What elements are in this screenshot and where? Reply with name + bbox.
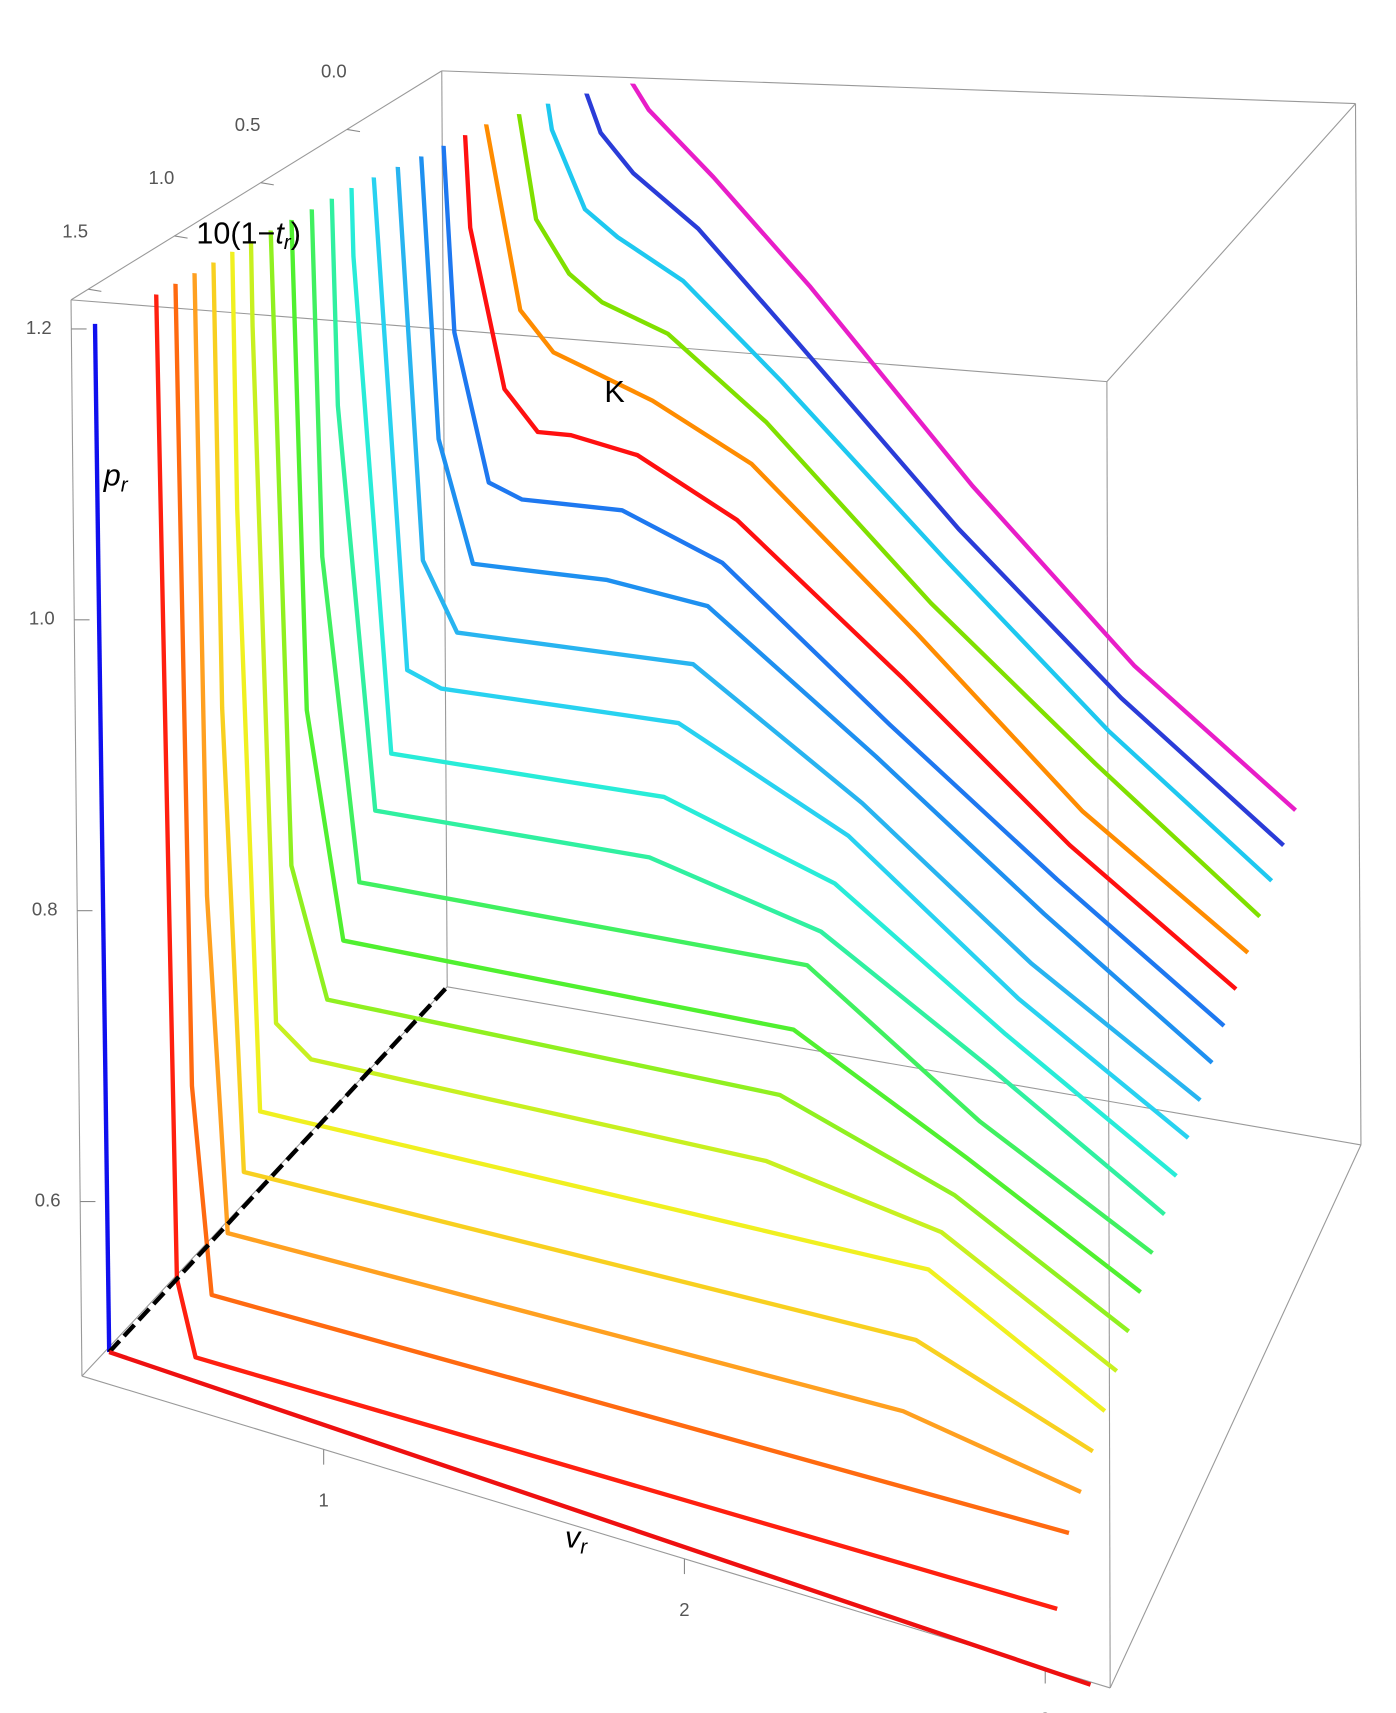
y-tick-label: 1.0 bbox=[29, 608, 55, 629]
label-part: r bbox=[121, 474, 129, 497]
label-part: v bbox=[565, 1521, 582, 1555]
isotherm bbox=[226, 204, 1154, 1255]
p-axis-indicator bbox=[92, 323, 112, 1353]
z-tick-label: 0.5 bbox=[235, 114, 261, 135]
z-tick bbox=[88, 288, 102, 292]
box-edge bbox=[1354, 103, 1362, 1145]
z-tick-label: 0.0 bbox=[321, 61, 347, 82]
annotation: K bbox=[604, 375, 625, 409]
box-edge bbox=[441, 70, 448, 987]
isotherm bbox=[364, 118, 1250, 955]
z-tick-label: 1.0 bbox=[149, 167, 175, 188]
isotherm bbox=[191, 225, 1131, 1334]
z-tick-label: 1.5 bbox=[62, 220, 88, 241]
y-tick-label: 1.2 bbox=[26, 317, 52, 338]
box-edge bbox=[1109, 1144, 1362, 1689]
x-tick-label: 2 bbox=[679, 1599, 689, 1620]
isotherm bbox=[243, 193, 1166, 1217]
box-edge bbox=[1106, 381, 1111, 1688]
isotherm bbox=[208, 214, 1142, 1294]
x-tick-label: 1 bbox=[319, 1490, 329, 1511]
box: 1 2 3 0.6 0.8 1.0 1.2 0.0 0.5 1.0 1.5 bbox=[26, 61, 1362, 1713]
z-tick bbox=[346, 128, 361, 133]
z-tick bbox=[260, 182, 274, 186]
label-part: r bbox=[284, 232, 292, 255]
depth-axis-indicator bbox=[107, 985, 449, 1354]
box-edge bbox=[441, 70, 1356, 105]
x-tick-label: 3 bbox=[1040, 1708, 1050, 1713]
isotherm bbox=[174, 235, 1119, 1373]
box-edge bbox=[70, 70, 443, 301]
isotherm bbox=[260, 182, 1178, 1178]
z-tick bbox=[174, 235, 188, 239]
isotherm bbox=[105, 278, 1070, 1536]
isotherm bbox=[277, 172, 1190, 1140]
isotherm bbox=[312, 150, 1214, 1065]
box-edge bbox=[447, 986, 1362, 1146]
y-tick-label: 0.8 bbox=[32, 899, 58, 920]
v-axis-indicator bbox=[108, 1350, 1092, 1687]
x-axis-label: vr bbox=[565, 1521, 588, 1559]
isotherm bbox=[415, 86, 1286, 847]
isotherm bbox=[346, 129, 1238, 991]
axis-indicators bbox=[92, 323, 1092, 1687]
label-part: r bbox=[580, 1536, 588, 1559]
isotherm bbox=[381, 108, 1262, 919]
label-part: 10(1− bbox=[196, 217, 275, 251]
y-axis-label: pr bbox=[103, 459, 129, 497]
isotherm bbox=[140, 257, 1094, 1454]
label-part: p bbox=[103, 459, 121, 493]
label-part: t bbox=[275, 217, 285, 251]
y-tick-label: 0.6 bbox=[35, 1189, 61, 1210]
box-edge bbox=[81, 1375, 1111, 1689]
label-part: ) bbox=[291, 217, 301, 251]
depth-axis-label: 10(1−tr) bbox=[196, 217, 300, 255]
box-edge bbox=[1106, 103, 1356, 382]
isotherm bbox=[329, 140, 1226, 1028]
box-edge bbox=[70, 299, 83, 1377]
curves bbox=[88, 76, 1297, 1611]
isotherm bbox=[433, 76, 1297, 812]
isotherm bbox=[122, 267, 1082, 1494]
box-edge bbox=[70, 299, 1107, 383]
isotherm bbox=[157, 246, 1107, 1413]
isotherm bbox=[398, 97, 1274, 883]
isotherm bbox=[295, 161, 1202, 1102]
